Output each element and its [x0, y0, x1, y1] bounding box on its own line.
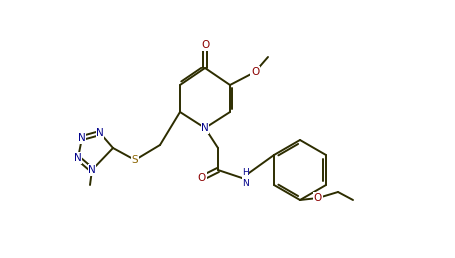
Text: O: O	[201, 40, 209, 50]
Text: O: O	[314, 193, 322, 203]
Text: O: O	[198, 173, 206, 183]
Text: H
N: H N	[242, 168, 249, 188]
Text: O: O	[251, 67, 259, 77]
Text: S: S	[131, 155, 138, 165]
Text: N: N	[78, 133, 86, 143]
Text: N: N	[201, 123, 209, 133]
Text: N: N	[88, 165, 96, 175]
Text: N: N	[74, 153, 82, 163]
Text: N: N	[96, 128, 104, 138]
